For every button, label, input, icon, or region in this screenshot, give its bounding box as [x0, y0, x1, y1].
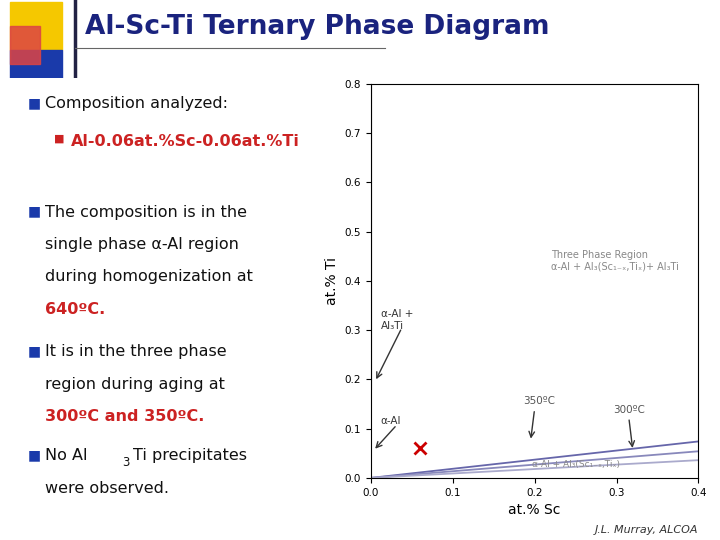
- Bar: [10, 2, 62, 50]
- Text: Three Phase Region
α-Al + Al₃(Sc₁₋ₓ,Tiₓ)+ Al₃Ti: Three Phase Region α-Al + Al₃(Sc₁₋ₓ,Tiₓ)…: [551, 250, 679, 272]
- Text: region during aging at: region during aging at: [45, 377, 225, 392]
- Text: ■: ■: [54, 134, 65, 144]
- Text: ■: ■: [28, 345, 41, 359]
- Text: 640ºC.: 640ºC.: [45, 302, 105, 317]
- Text: Al-0.06at.%Sc-0.06at.%Ti: Al-0.06at.%Sc-0.06at.%Ti: [71, 134, 300, 148]
- Text: No Al: No Al: [45, 448, 87, 463]
- Text: ■: ■: [28, 205, 41, 219]
- Text: Ti precipitates: Ti precipitates: [133, 448, 247, 463]
- Bar: [10, 50, 62, 78]
- Text: during homogenization at: during homogenization at: [45, 269, 253, 285]
- Text: It is in the three phase: It is in the three phase: [45, 345, 227, 359]
- Text: The composition is in the: The composition is in the: [45, 205, 247, 220]
- Text: α-Al +
Al₃Ti: α-Al + Al₃Ti: [381, 309, 413, 331]
- Y-axis label: at.% Ti: at.% Ti: [325, 257, 339, 305]
- Text: 350ºC: 350ºC: [523, 396, 554, 407]
- Text: Al-Sc-Ti Ternary Phase Diagram: Al-Sc-Ti Ternary Phase Diagram: [85, 14, 549, 40]
- Bar: [10, 26, 40, 64]
- Text: 3: 3: [122, 456, 129, 469]
- Text: 300ºC: 300ºC: [613, 405, 644, 415]
- Text: J.L. Murray, ALCOA: J.L. Murray, ALCOA: [595, 524, 698, 535]
- Text: 300ºC and 350ºC.: 300ºC and 350ºC.: [45, 409, 204, 424]
- X-axis label: at.% Sc: at.% Sc: [508, 503, 561, 517]
- Text: Composition analyzed:: Composition analyzed:: [45, 96, 228, 111]
- Text: ■: ■: [28, 96, 41, 110]
- Text: were observed.: were observed.: [45, 481, 169, 496]
- Text: ■: ■: [28, 448, 41, 462]
- Text: α-Al + Al₃(Sc₁₋ₓ,Tiₓ): α-Al + Al₃(Sc₁₋ₓ,Tiₓ): [531, 460, 619, 469]
- Text: α-Al: α-Al: [381, 416, 401, 426]
- Text: single phase α-Al region: single phase α-Al region: [45, 237, 239, 252]
